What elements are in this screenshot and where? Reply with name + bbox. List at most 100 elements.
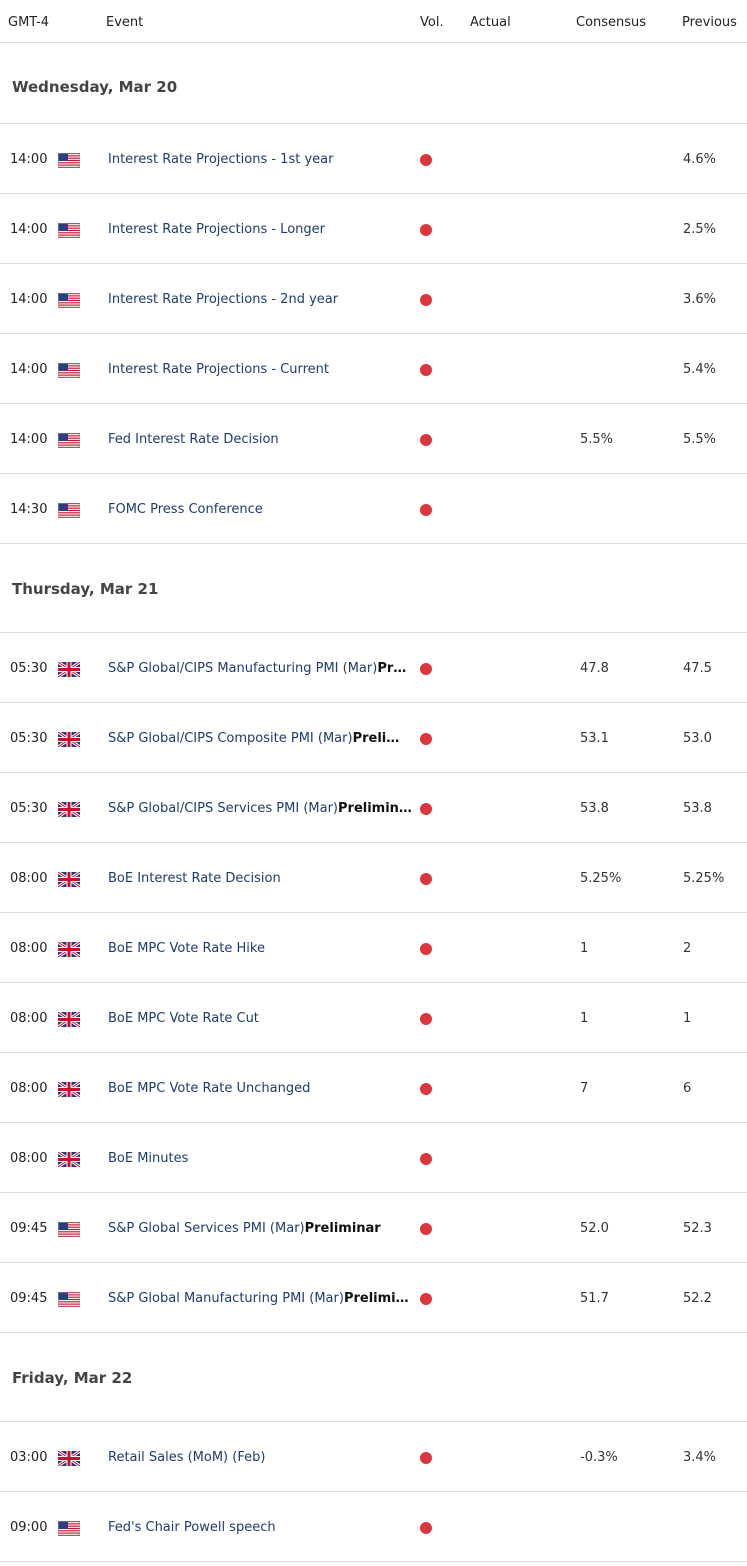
country-flag	[57, 1150, 81, 1171]
event-time: 05:30	[10, 731, 48, 746]
event-name: S&P Global Services PMI (Mar)Preliminar	[108, 1221, 426, 1236]
event-text: Interest Rate Projections - 2nd year	[108, 292, 339, 307]
event-row: 05:30 S&P Global/CIPS Services PMI (Mar)P…	[0, 773, 747, 843]
country-flag	[58, 293, 80, 312]
consensus-value: -0.3%	[580, 1450, 618, 1465]
event-text: S&P Global/CIPS Services PMI (Mar)	[108, 801, 338, 816]
country-flag	[58, 153, 80, 172]
event-name: BoE Minutes	[108, 1151, 426, 1166]
event-row: 14:00 Interest Rate Projections - Longer 2…	[0, 194, 747, 264]
volatility-dot	[420, 1522, 432, 1534]
previous-value: 2.5%	[683, 222, 717, 237]
country-flag	[58, 1521, 80, 1540]
previous-value: 5.4%	[683, 362, 717, 377]
day-title: Friday, Mar 22	[12, 1369, 133, 1387]
event-text: BoE MPC Vote Rate Unchanged	[108, 1081, 311, 1096]
event-name: S&P Global Manufacturing PMI (Mar)Prelim…	[108, 1291, 426, 1306]
previous-value: 53.0	[683, 731, 712, 746]
country-flag	[57, 660, 81, 681]
event-time: 14:30	[10, 502, 48, 517]
volatility-dot	[420, 294, 432, 306]
volatility-dot	[420, 733, 432, 745]
event-row: 14:30 FOMC Press Conference	[0, 474, 747, 544]
country-flag	[57, 730, 81, 751]
event-text: S&P Global/CIPS Composite PMI (Mar)	[108, 731, 353, 746]
previous-value: 5.25%	[683, 871, 725, 886]
event-row: 08:00 BoE Interest Rate Decision 5.25% 5.25…	[0, 843, 747, 913]
event-bold-text: Preli…	[352, 731, 400, 746]
event-bold-text: Prelimi…	[343, 1291, 409, 1306]
volatility-dot	[420, 1293, 432, 1305]
previous-value: 52.2	[683, 1291, 712, 1306]
event-time: 14:00	[10, 432, 48, 447]
consensus-value: 51.7	[580, 1291, 609, 1306]
event-text: BoE Interest Rate Decision	[108, 871, 281, 886]
country-flag	[57, 1080, 81, 1101]
column-header: Event	[106, 15, 144, 30]
event-row: 08:00 BoE MPC Vote Rate Unchanged 7 6	[0, 1053, 747, 1123]
volatility-dot	[420, 873, 432, 885]
previous-value: 5.5%	[683, 432, 717, 447]
country-flag	[57, 940, 81, 961]
volatility-dot	[420, 434, 432, 446]
consensus-value: 52.0	[580, 1221, 609, 1236]
volatility-dot	[420, 943, 432, 955]
event-name: Fed Interest Rate Decision	[108, 432, 426, 447]
country-flag	[58, 223, 80, 242]
event-name: Interest Rate Projections - Longer	[108, 222, 426, 237]
consensus-value: 1	[580, 941, 589, 956]
event-name: S&P Global/CIPS Composite PMI (Mar)Preli…	[108, 731, 426, 746]
previous-value: 52.3	[683, 1221, 712, 1236]
day-header: Friday, Mar 22	[0, 1333, 747, 1422]
event-text: Interest Rate Projections - 1st year	[108, 152, 334, 167]
event-row: 09:45 S&P Global Services PMI (Mar)Prelim…	[0, 1193, 747, 1263]
event-text: BoE Minutes	[108, 1151, 189, 1166]
event-name: FOMC Press Conference	[108, 502, 426, 517]
event-name: Fed's Chair Powell speech	[108, 1520, 426, 1535]
event-time: 08:00	[10, 941, 48, 956]
event-name: Interest Rate Projections - Current	[108, 362, 426, 377]
volatility-dot	[420, 224, 432, 236]
event-bold-text: Preliminar	[304, 1221, 381, 1236]
event-name: BoE MPC Vote Rate Hike	[108, 941, 426, 956]
country-flag	[57, 800, 81, 821]
event-row: 14:00 Fed Interest Rate Decision 5.5% 5.5%	[0, 404, 747, 474]
event-name: Interest Rate Projections - 2nd year	[108, 292, 426, 307]
day-header: Wednesday, Mar 20	[0, 42, 747, 124]
event-row: 08:00 BoE MPC Vote Rate Hike 1 2	[0, 913, 747, 983]
event-row: 08:00 BoE Minutes	[0, 1123, 747, 1193]
column-header: Actual	[470, 15, 511, 30]
country-flag	[57, 870, 81, 891]
table-header: GMT-4 Event Vol. Actual Consensus Previo…	[0, 0, 747, 43]
country-flag	[58, 433, 80, 452]
consensus-value: 53.1	[580, 731, 609, 746]
previous-value: 1	[683, 1011, 692, 1026]
column-header: Previous	[682, 15, 737, 30]
event-text: BoE MPC Vote Rate Cut	[108, 1011, 259, 1026]
volatility-dot	[420, 1223, 432, 1235]
volatility-dot	[420, 1452, 432, 1464]
event-name: BoE MPC Vote Rate Unchanged	[108, 1081, 426, 1096]
event-text: BoE MPC Vote Rate Hike	[108, 941, 265, 956]
country-flag	[57, 1010, 81, 1031]
event-text: S&P Global Manufacturing PMI (Mar)	[108, 1291, 344, 1306]
event-time: 09:00	[10, 1520, 48, 1535]
event-name: BoE MPC Vote Rate Cut	[108, 1011, 426, 1026]
event-name: BoE Interest Rate Decision	[108, 871, 426, 886]
event-time: 08:00	[10, 1081, 48, 1096]
event-bold-text: Prelimin…	[338, 801, 412, 816]
previous-value: 6	[683, 1081, 692, 1096]
event-time: 14:00	[10, 292, 48, 307]
volatility-dot	[420, 803, 432, 815]
previous-value: 53.8	[683, 801, 712, 816]
consensus-value: 5.5%	[580, 432, 614, 447]
event-name: Retail Sales (MoM) (Feb)	[108, 1450, 426, 1465]
column-header: Vol.	[420, 15, 444, 30]
volatility-dot	[420, 364, 432, 376]
event-time: 14:00	[10, 362, 48, 377]
event-time: 14:00	[10, 152, 48, 167]
event-name: S&P Global/CIPS Services PMI (Mar)Prelim…	[108, 801, 426, 816]
event-time: 09:45	[10, 1221, 48, 1236]
event-row: 14:00 Interest Rate Projections - 1st yea…	[0, 124, 747, 194]
